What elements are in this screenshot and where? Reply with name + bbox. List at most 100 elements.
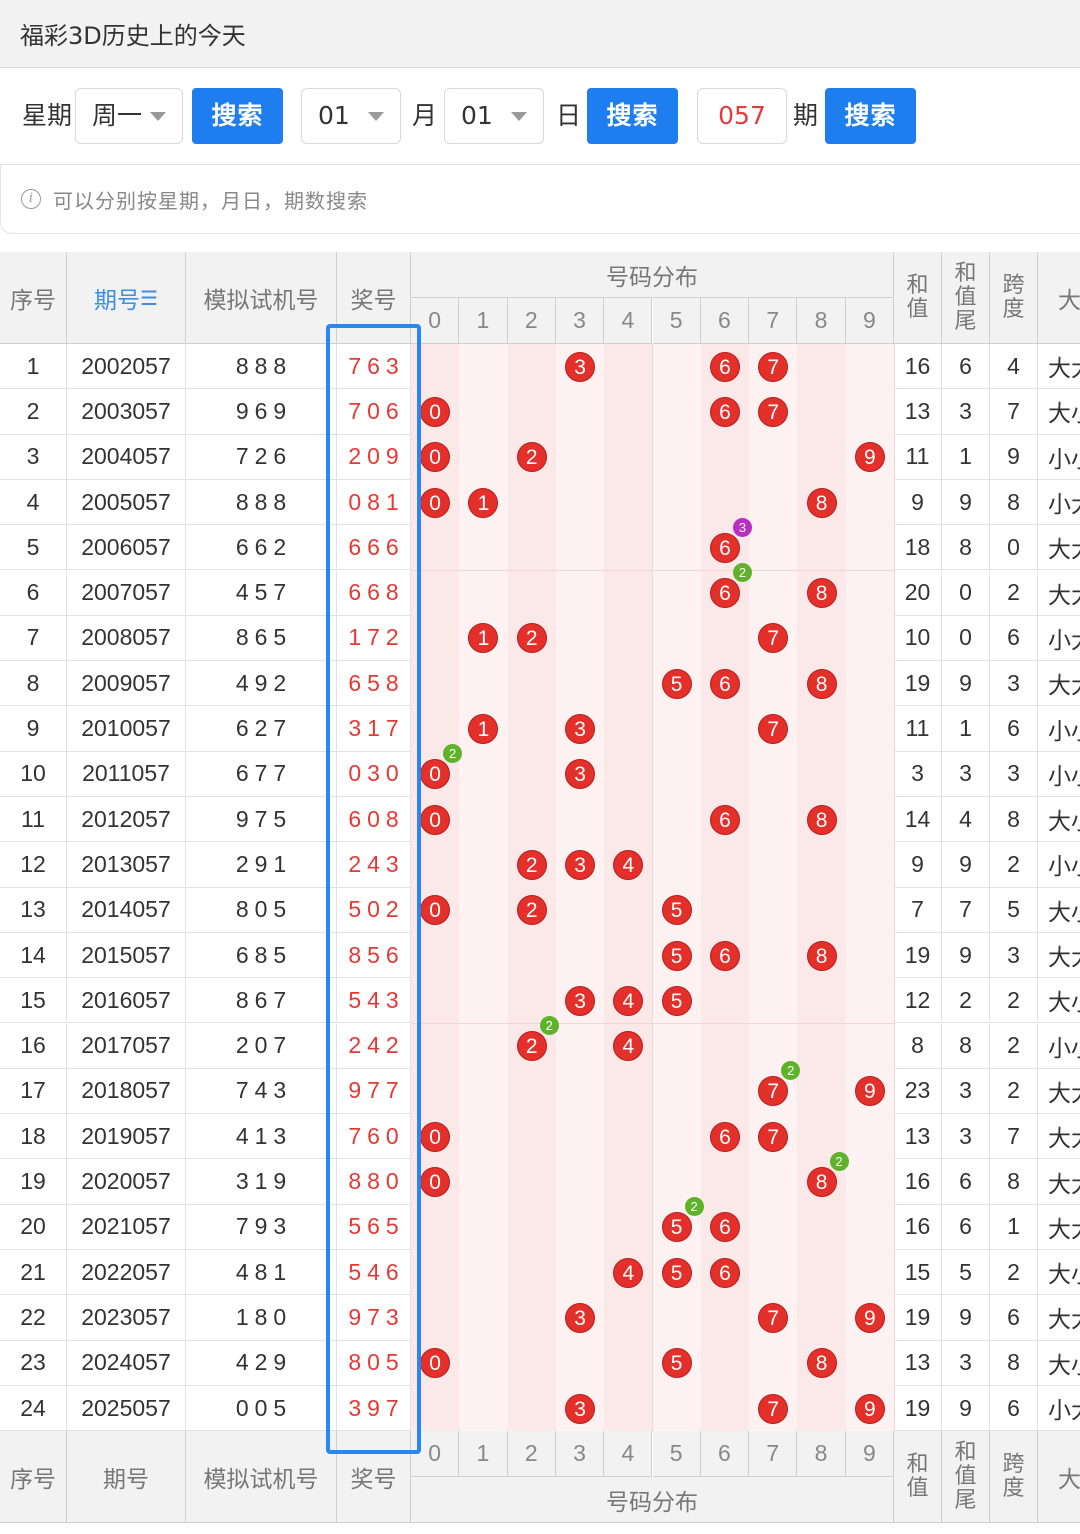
distribution-cell [411,1023,461,1070]
row-size: 大大 [1038,571,1080,616]
distribution-cell [797,978,847,1025]
header-digit-0: 0 [411,298,460,344]
distribution-cell [604,1385,654,1433]
digit-ball: 3 [565,351,596,382]
row-trial-number: 685 [186,932,337,979]
digit-ball: 3 [565,985,596,1016]
row-span: 3 [990,932,1038,979]
header-digit-5: 5 [652,1431,701,1478]
distribution-cell [604,797,654,844]
distribution-cell [459,1023,509,1070]
distribution-cell [411,1385,461,1433]
row-trial-number: 429 [186,1340,337,1386]
row-trial-number: 975 [186,797,337,843]
distribution-cell [507,1250,557,1297]
header-sum-tail-label: 和值尾 [954,1439,977,1513]
row-issue: 2015057 [67,932,186,979]
distribution-cell [555,434,606,481]
distribution-cell [507,797,557,844]
row-span: 2 [990,1023,1038,1069]
distribution-cell [507,1068,557,1116]
row-trial-number: 662 [186,525,337,571]
distribution-cell [749,1250,799,1297]
distribution-cell [845,344,895,391]
distribution-cell [411,1250,461,1297]
tip-text: 可以分别按星期，月日，期数搜索 [53,189,368,213]
row-sum: 13 [894,1114,942,1160]
distribution-cell [749,479,799,527]
digit-ball: 5 [661,1348,692,1379]
row-size: 小大 [1038,480,1080,526]
digit-ball: 8 [806,578,837,609]
row-trial-number: 180 [186,1295,337,1341]
sort-icon[interactable]: ☰ [140,285,158,310]
row-issue: 2019057 [67,1114,186,1160]
row-size: 大小 [1038,389,1080,435]
digit-ball: 6 [709,396,740,427]
info-icon: i [21,189,41,209]
issue-input[interactable]: 057 [697,88,787,144]
distribution-cell [749,842,799,889]
row-size: 大大 [1038,1114,1080,1160]
header-issue[interactable]: 期号 ☰ [67,252,186,344]
header-issue: 期号 [67,1431,186,1524]
repeat-count-badge: 2 [781,1061,801,1081]
row-trial-number: 005 [186,1385,337,1432]
digit-ball: 7 [758,1121,789,1152]
distribution-cell [749,570,799,617]
distribution-cell [652,344,702,391]
digit-ball: 0 [420,1348,451,1379]
distribution-cell [459,1340,509,1387]
repeat-count-badge: 2 [732,563,752,583]
date-search-button[interactable]: 搜索 [587,88,678,144]
digit-ball: 6 [709,351,740,382]
history-table: 序号 期号 ☰ 模拟试机号 奖号 号码分布 0 1 2 3 4 5 6 7 8 9 和值 和值尾 跨度大 1 2002… [0,252,1080,1534]
header-digit-1: 1 [459,298,508,344]
row-span: 8 [990,1340,1038,1386]
row-index: 4 [0,479,67,526]
row-prize-number: 243 [337,842,411,888]
distribution-cell [507,525,557,572]
distribution-cell [652,751,702,798]
distribution-cell [459,1204,509,1251]
distribution-cell [845,751,895,798]
row-span: 2 [990,1068,1038,1115]
distribution-cell [604,434,654,481]
distribution-cell [411,661,461,708]
row-index: 14 [0,932,67,979]
row-prize-number: 977 [337,1068,411,1115]
distribution-cell [459,887,509,934]
repeat-count-badge: 2 [684,1197,704,1217]
digit-ball: 6 [709,1212,740,1243]
day-select[interactable]: 01 [444,88,544,144]
row-index: 12 [0,842,67,888]
row-span: 1 [990,1204,1038,1250]
row-sum: 9 [894,842,942,888]
row-sum-tail: 9 [942,479,990,526]
row-prize-number: 706 [337,389,411,435]
row-sum-tail: 1 [942,434,990,480]
weekday-select[interactable]: 周一 [75,88,183,144]
row-span: 2 [990,978,1038,1024]
distribution-cell [555,1204,606,1251]
row-index: 16 [0,1023,67,1069]
row-issue: 2012057 [67,797,186,843]
weekday-search-button[interactable]: 搜索 [192,88,283,144]
digit-ball: 7 [758,1076,789,1107]
repeat-count-badge: 2 [443,744,463,764]
distribution-cell [797,1250,847,1297]
header-prize-number: 奖号 [337,252,411,344]
row-trial-number: 726 [186,434,337,480]
row-sum: 14 [894,797,942,843]
issue-search-button[interactable]: 搜索 [825,88,916,144]
header-index: 序号 [0,1431,67,1524]
row-sum: 16 [894,1159,942,1205]
distribution-cell [845,1340,895,1387]
month-select[interactable]: 01 [301,88,401,144]
repeat-count-badge: 3 [732,517,752,537]
digit-ball: 7 [758,1302,789,1333]
row-prize-number: 317 [337,706,411,752]
digit-ball: 6 [709,940,740,971]
row-size: 大小 [1038,888,1080,933]
digit-ball: 3 [565,1302,596,1333]
